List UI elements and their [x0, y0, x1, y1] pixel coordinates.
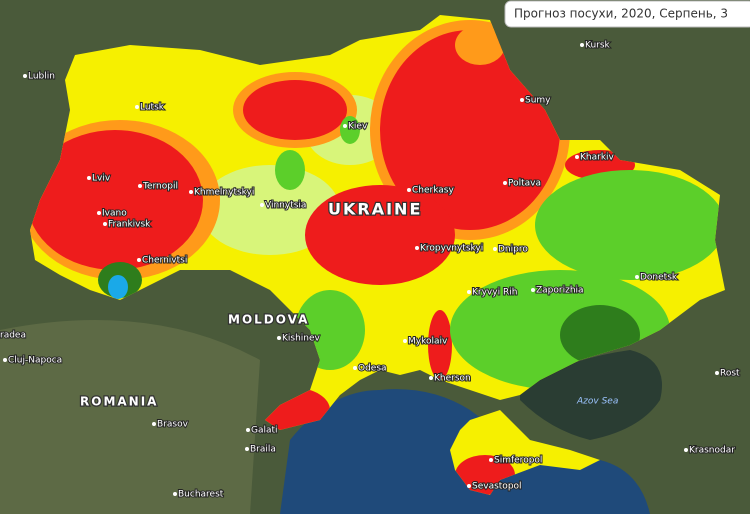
zone-blue [108, 275, 128, 299]
city-label: Dnipro [498, 245, 528, 255]
city-label: Khmelnytskyi [194, 188, 254, 198]
city-dot [97, 211, 101, 215]
city-label: Bucharest [178, 490, 224, 500]
city-label: Lublin [28, 72, 55, 82]
city-dot [189, 190, 193, 194]
city-dot [407, 188, 411, 192]
city-label: Cluj-Napoca [8, 356, 62, 366]
city-label: radea [0, 331, 26, 341]
city-label: Galati [251, 426, 278, 436]
city-dot [415, 246, 419, 250]
city-label: Kryvyi Rih [472, 288, 517, 298]
zone-red [30, 130, 203, 270]
country-label: MOLDOVA [228, 313, 309, 327]
city-dot [3, 358, 7, 362]
terrain [0, 320, 260, 514]
city-dot [173, 492, 177, 496]
city-label: Krasnodar [689, 446, 735, 456]
azov-sea [520, 350, 662, 440]
zone-green [535, 170, 725, 280]
labels: UKRAINE MOLDOVA ROMANIA Azov Sea Lublin Lutsk… [0, 40, 741, 501]
city-dot [467, 484, 471, 488]
title: Прогноз посухи, 2020, Серпень, 3 [514, 7, 728, 21]
city-label: Brasov [157, 420, 189, 430]
city-dot [245, 447, 249, 451]
city-dot [138, 184, 142, 188]
city-dot [635, 275, 639, 279]
country-label: UKRAINE [328, 200, 422, 219]
city-dot [575, 155, 579, 159]
city-label: Kursk [585, 41, 611, 51]
city-dot [531, 288, 535, 292]
city-dot [246, 428, 250, 432]
city-label: Kiev [348, 122, 368, 132]
city-dot [489, 458, 493, 462]
country-label: ROMANIA [80, 395, 158, 409]
city-label: Braila [250, 445, 276, 455]
city-label: Donetsk [640, 273, 678, 283]
city-dot [403, 339, 407, 343]
city-label: Vinnytsia [265, 201, 306, 211]
city-dot [715, 371, 719, 375]
city-label: Lviv [92, 174, 111, 184]
zone-red [243, 80, 347, 140]
city-label: Frankivsk [108, 220, 151, 230]
sea-label: Azov Sea [576, 397, 618, 407]
city-label: Sevastopol [472, 482, 522, 492]
zone-red [428, 310, 452, 380]
city-label: Mykolaiv [408, 337, 448, 347]
city-label: Cherkasy [412, 186, 454, 196]
city-label: Ternopil [142, 182, 178, 192]
city-label: Kherson [434, 374, 471, 384]
city-dot [580, 43, 584, 47]
city-label: Odesa [358, 364, 387, 374]
city-dot [137, 258, 141, 262]
city-dot [353, 366, 357, 370]
city-dot [429, 376, 433, 380]
city-dot [23, 74, 27, 78]
zone-green [340, 116, 360, 144]
city-dot [277, 336, 281, 340]
zone-red [305, 185, 455, 285]
title-box [504, 0, 750, 28]
city-dot [103, 222, 107, 226]
city-dot [493, 247, 497, 251]
city-dot [87, 176, 91, 180]
city-dot [467, 290, 471, 294]
city-label: Chernivtsi [142, 256, 187, 266]
city-dot [260, 203, 264, 207]
city-label: Ivano [102, 209, 127, 219]
zone-orange [455, 25, 505, 65]
city-dot [684, 448, 688, 452]
city-label: Sumy [525, 96, 551, 106]
city-label: Simferopol [494, 456, 542, 466]
city-label: Rost [720, 369, 740, 379]
city-dot [152, 422, 156, 426]
city-dot [135, 105, 139, 109]
zone-light-green [200, 165, 340, 255]
zone-red [380, 30, 560, 230]
zone-green [275, 150, 305, 190]
city-label: Zaporizhia [536, 286, 584, 296]
city-label: Poltava [508, 179, 541, 189]
city-dot [520, 98, 524, 102]
city-label: Kharkiv [580, 153, 615, 163]
city-label: Kropyvnytskyi [420, 244, 483, 254]
city-label: Lutsk [140, 103, 165, 113]
city-dot [503, 181, 507, 185]
city-dot [343, 124, 347, 128]
city-label: Kishinev [282, 334, 321, 344]
